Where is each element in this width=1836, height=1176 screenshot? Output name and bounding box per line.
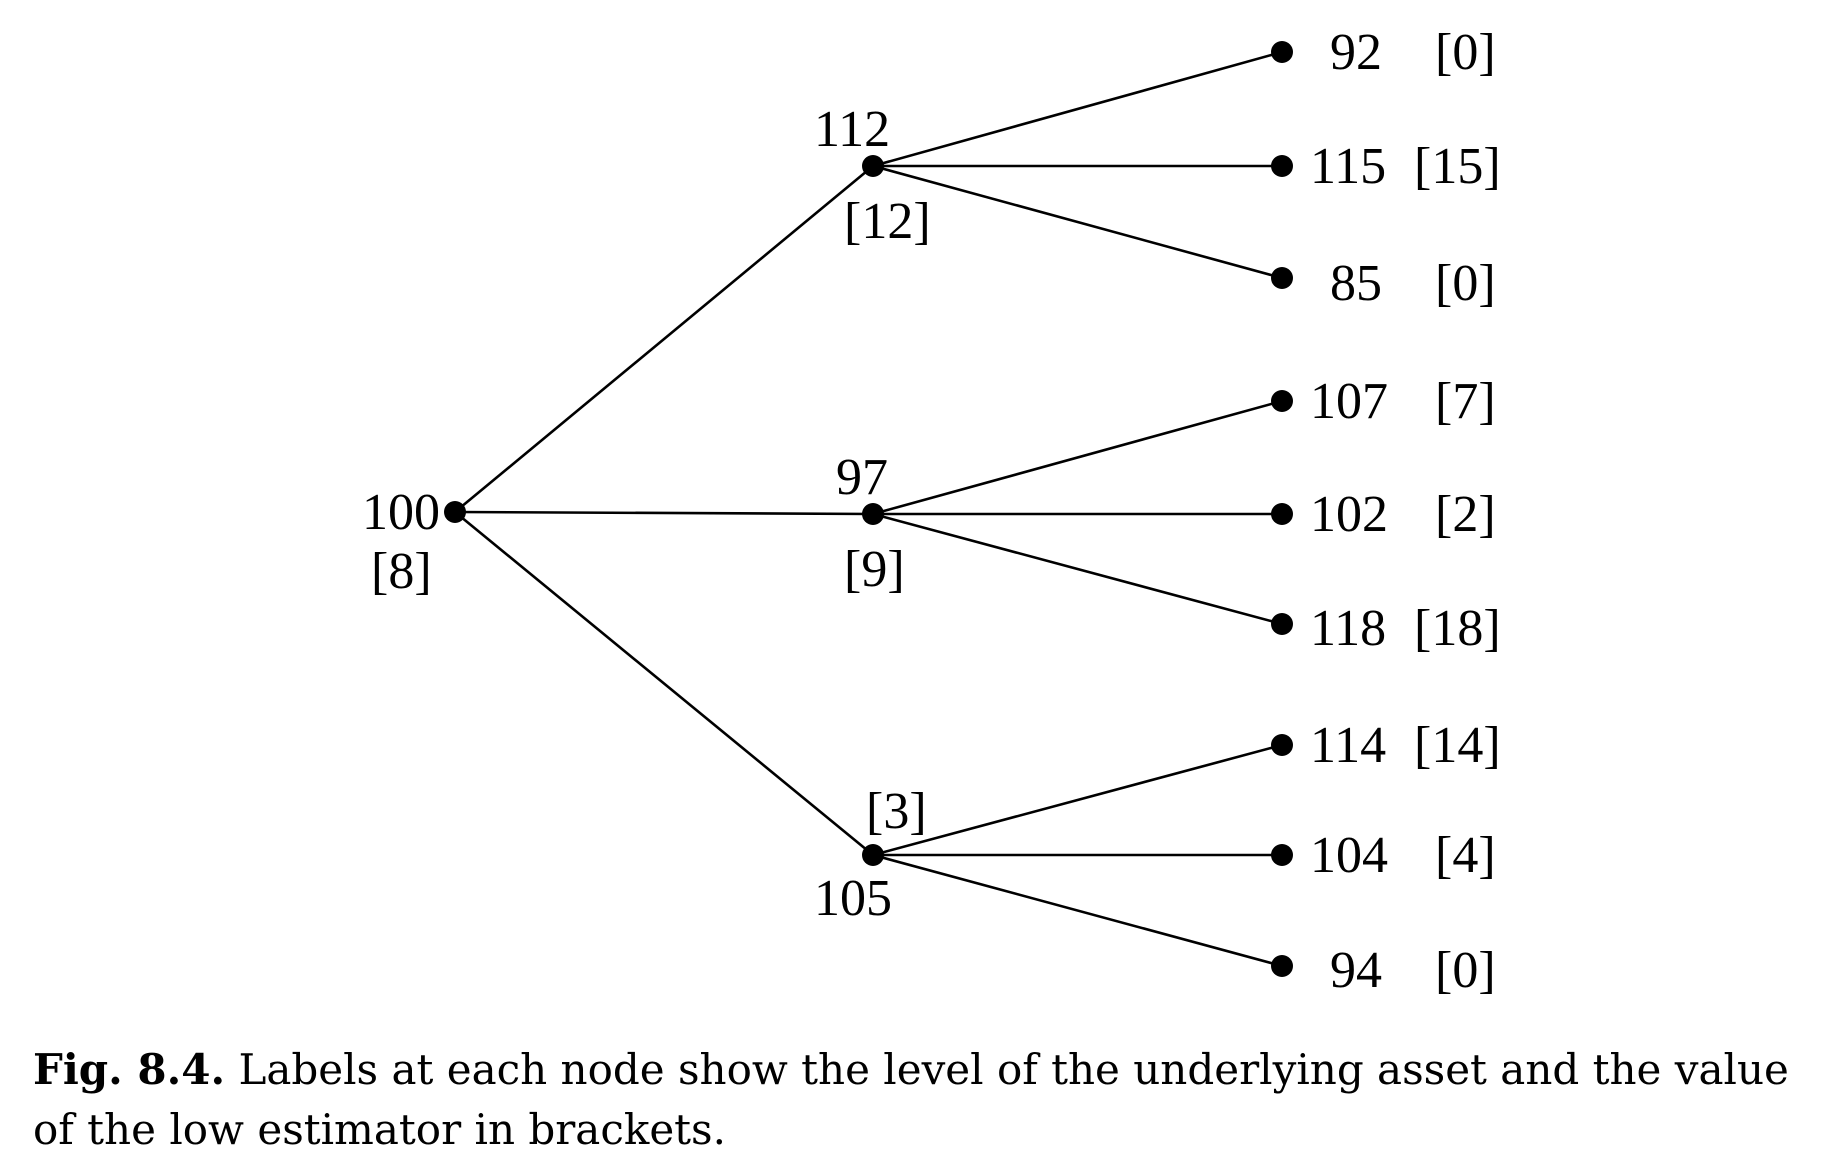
- node-115: [1271, 155, 1293, 177]
- node-107: [1271, 390, 1293, 412]
- node-85: [1271, 267, 1293, 289]
- node-112-estimate: [12]: [844, 193, 931, 250]
- leaf-104-value: 104: [1310, 827, 1388, 884]
- leaf-85-estimate: [0]: [1435, 255, 1496, 312]
- root-estimate: [8]: [371, 543, 432, 600]
- leaf-114-value: 114: [1310, 717, 1387, 774]
- node-112: [862, 155, 884, 177]
- node-94: [1271, 955, 1293, 977]
- leaf-115-estimate: [15]: [1414, 138, 1501, 195]
- node-97-estimate: [9]: [844, 541, 905, 598]
- leaf-107-value: 107: [1310, 373, 1388, 430]
- root-value: 100: [362, 484, 440, 541]
- node-112-value: 112: [814, 101, 891, 158]
- leaf-118-value: 118: [1310, 600, 1387, 657]
- leaf-102-estimate: [2]: [1435, 486, 1496, 543]
- figure-caption: Fig. 8.4. Labels at each node show the l…: [33, 1040, 1823, 1160]
- node-97: [862, 503, 884, 525]
- leaf-102-value: 102: [1310, 486, 1388, 543]
- node-92: [1271, 41, 1293, 63]
- node-105-estimate: [3]: [866, 783, 927, 840]
- edge-root-105: [454, 510, 874, 857]
- leaf-92-value: 92: [1330, 24, 1382, 81]
- leaf-85-value: 85: [1330, 255, 1382, 312]
- edge-112-92: [872, 50, 1283, 168]
- node-105: [862, 844, 884, 866]
- caption-label: Fig. 8.4.: [33, 1045, 226, 1094]
- leaf-115-value: 115: [1310, 138, 1387, 195]
- leaf-94-value: 94: [1330, 942, 1382, 999]
- leaf-104-estimate: [4]: [1435, 827, 1496, 884]
- edge-112-85: [872, 164, 1283, 280]
- node-118: [1271, 613, 1293, 635]
- node-root: [444, 501, 466, 523]
- edge-97-107: [872, 399, 1283, 516]
- leaf-94-estimate: [0]: [1435, 942, 1496, 999]
- leaf-118-estimate: [18]: [1414, 600, 1501, 657]
- node-97-value: 97: [836, 449, 888, 506]
- leaf-92-estimate: [0]: [1435, 24, 1496, 81]
- node-102: [1271, 503, 1293, 525]
- edge-root-97: [454, 510, 874, 516]
- leaf-107-estimate: [7]: [1435, 373, 1496, 430]
- edge-105-94: [872, 853, 1283, 968]
- node-104: [1271, 844, 1293, 866]
- caption-text: Labels at each node show the level of th…: [33, 1045, 1789, 1154]
- leaf-114-estimate: [14]: [1414, 717, 1501, 774]
- edge-105-114: [872, 743, 1283, 857]
- edge-root-112: [454, 164, 874, 514]
- node-105-value: 105: [814, 870, 892, 927]
- edge-97-118: [872, 512, 1283, 626]
- node-114: [1271, 734, 1293, 756]
